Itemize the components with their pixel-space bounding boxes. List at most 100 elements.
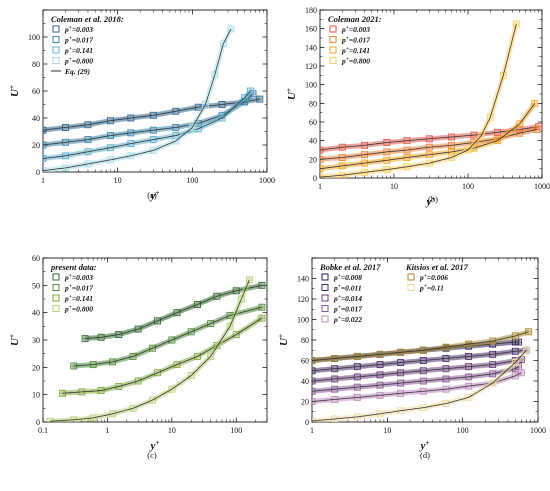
data-point (173, 309, 181, 317)
data-point (232, 287, 240, 295)
x-tick-label: 1000 (530, 426, 546, 435)
y-axis-label: U+ (8, 334, 21, 346)
data-point (84, 148, 92, 156)
x-tick-label: 1 (105, 426, 109, 435)
x-tick-label: 1 (310, 426, 314, 435)
data-point (525, 328, 533, 336)
legend-entry: p+=0.014 (333, 294, 362, 303)
x-tick-label: 100 (462, 182, 474, 191)
x-tick-label: 1000 (259, 176, 275, 185)
plot-area (312, 328, 533, 422)
data-point (194, 301, 201, 308)
x-tick-label: 0.1 (38, 426, 48, 435)
legend-entry: p+=0.141 (341, 46, 370, 55)
legend-marker (321, 273, 329, 281)
data-point (218, 114, 226, 122)
plot-area (43, 25, 264, 172)
x-tick-label: 1 (41, 176, 45, 185)
data-point (493, 137, 501, 145)
y-tick-label: 120 (305, 62, 317, 71)
data-point (168, 336, 176, 344)
data-point (226, 322, 234, 330)
data-point (403, 163, 411, 171)
series-3 (312, 356, 525, 385)
data-point (154, 317, 162, 325)
x-axis-label: y+ (149, 439, 160, 452)
data-point (448, 154, 456, 161)
legend-entry: p+=0.141 (64, 46, 93, 55)
data-point (211, 71, 219, 79)
legend-marker (52, 25, 60, 33)
series-1 (81, 281, 266, 343)
y-tick-label: 60 (309, 118, 317, 127)
data-point (425, 159, 433, 167)
data-point (202, 101, 209, 108)
panel-d: 1 10 100 1000 0 20 40 60 80 100 120 140 y+ U+ (d) Bobke… (277, 257, 546, 460)
data-point (477, 132, 485, 140)
series-7 (312, 346, 530, 422)
legend-marker (329, 57, 337, 64)
data-point (499, 71, 507, 79)
fit-line (320, 103, 536, 170)
data-point (134, 325, 142, 333)
legend-marker (52, 273, 60, 281)
data-point (489, 379, 497, 387)
legend-marker (52, 284, 60, 291)
legend: Coleman et al. 2018:p+=0.003p+=0.017p+=0… (51, 14, 124, 76)
x-tick-label: 100 (457, 426, 469, 435)
fit-line (320, 126, 539, 151)
data-point (187, 372, 195, 379)
data-point (194, 352, 201, 360)
fit-line (312, 350, 527, 422)
data-point (465, 393, 473, 401)
legend-title-2: Kitsios et al. 2017 (405, 262, 469, 272)
data-point (173, 361, 181, 369)
legend-marker (329, 25, 337, 33)
data-point (207, 320, 215, 328)
y-tick-label: 50 (32, 281, 40, 290)
x-tick-label: 10 (168, 426, 176, 435)
legend-marker (321, 294, 329, 302)
legend-title: Bobke et al. 2017 (319, 262, 381, 272)
x-tick-label: 1000 (534, 182, 550, 191)
legend-marker (407, 284, 415, 291)
fit-line (312, 366, 519, 392)
legend-entry: p+=0.003 (64, 273, 93, 282)
y-tick-label: 0 (36, 418, 40, 427)
y-axis-label: U+ (285, 88, 298, 100)
data-point (129, 404, 137, 412)
y-tick-label: 100 (28, 33, 40, 42)
y-tick-label: 20 (32, 141, 40, 150)
data-point (109, 358, 116, 366)
panel-c: 0.1 1 10 100 0 10 20 30 40 50 60 y+ U+ (c) present dat… (8, 254, 268, 460)
x-tick-label: 10 (390, 182, 398, 191)
legend-entry: p+=0.008 (333, 273, 362, 282)
fit-line (312, 359, 522, 382)
legend-entry: p+=0.11 (419, 284, 444, 293)
data-point (533, 126, 541, 133)
data-point (516, 129, 524, 137)
series-4 (43, 25, 235, 172)
data-point (127, 152, 135, 160)
legend-entry: p+=0.800 (64, 57, 93, 66)
series-5 (312, 369, 525, 405)
data-point (517, 369, 525, 377)
legend-marker (52, 305, 60, 312)
legend-title: present data: (50, 262, 97, 272)
y-tick-label: 160 (305, 25, 317, 34)
y-tick-label: 180 (305, 6, 317, 15)
data-point (154, 369, 162, 377)
legend-entry: p+=0.011 (333, 284, 362, 293)
y-tick-label: 40 (309, 137, 317, 146)
data-point (522, 346, 530, 354)
fit-line (43, 90, 251, 159)
x-tick-label: 100 (230, 426, 242, 435)
data-point (172, 137, 180, 145)
fit-line (312, 372, 522, 402)
data-point (213, 292, 221, 300)
y-axis-label: U+ (8, 85, 21, 97)
fit-line (50, 279, 250, 422)
